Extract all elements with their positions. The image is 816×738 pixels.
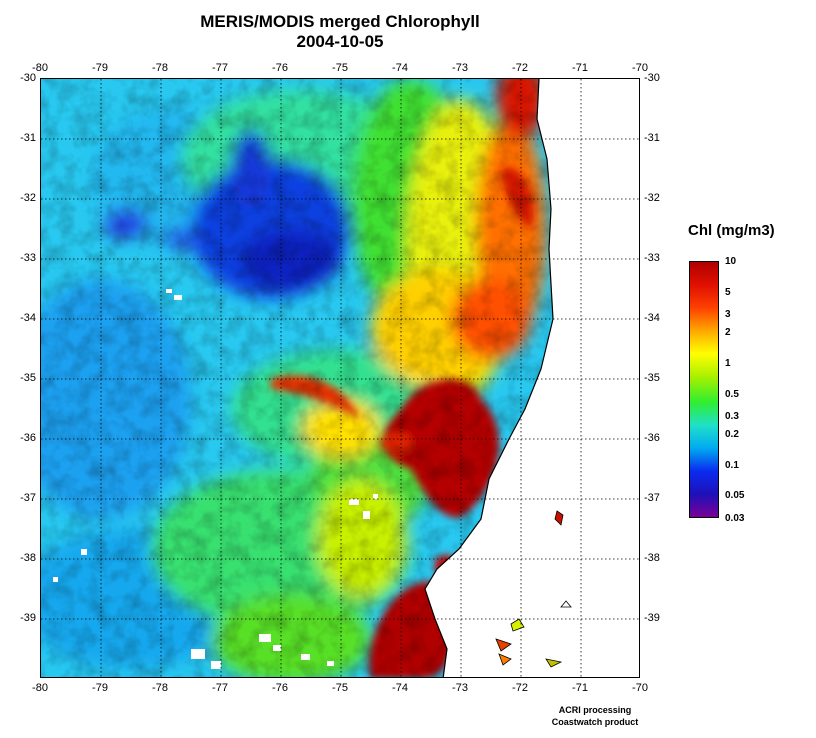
colorbar-label: 0.1 — [725, 459, 739, 471]
footer-processing: ACRI processing — [558, 705, 632, 715]
footer-product: Coastwatch product — [551, 717, 639, 727]
lat-tick-left: -30 — [20, 72, 36, 84]
lon-tick-bottom: -74 — [392, 682, 408, 694]
lon-tick-bottom: -77 — [212, 682, 228, 694]
colorbar-label: 3 — [725, 309, 731, 321]
lat-tick-left: -33 — [20, 252, 36, 264]
lon-tick-top: -77 — [212, 62, 228, 74]
lon-tick-top: -80 — [32, 62, 48, 74]
lon-tick-bottom: -75 — [332, 682, 348, 694]
lat-tick-left: -31 — [20, 132, 36, 144]
lat-tick-right: -31 — [644, 132, 660, 144]
legend-title: Chl (mg/m3) — [688, 222, 775, 239]
colorbar-label: 0.03 — [725, 513, 745, 524]
lon-tick-top: -73 — [452, 62, 468, 74]
lon-tick-top: -74 — [392, 62, 408, 74]
chlorophyll-field — [41, 79, 639, 677]
lat-tick-left: -39 — [20, 612, 36, 624]
lon-tick-top: -72 — [512, 62, 528, 74]
lon-tick-bottom: -72 — [512, 682, 528, 694]
lon-tick-top: -79 — [92, 62, 108, 74]
chlorophyll-map — [40, 78, 640, 678]
colorbar-label: 0.5 — [725, 388, 739, 400]
graticule — [41, 79, 639, 677]
lon-tick-top: -76 — [272, 62, 288, 74]
colorbar-label: 2 — [725, 327, 731, 339]
lat-tick-right: -33 — [644, 252, 660, 264]
colorbar-label: 5 — [725, 286, 731, 298]
lon-tick-bottom: -78 — [152, 682, 168, 694]
lat-tick-right: -37 — [644, 492, 660, 504]
islands — [495, 510, 572, 668]
lat-tick-left: -37 — [20, 492, 36, 504]
lat-tick-right: -34 — [644, 312, 660, 324]
colorbar-label: 1 — [725, 357, 731, 369]
lat-tick-right: -38 — [644, 552, 660, 564]
lat-tick-right: -35 — [644, 372, 660, 384]
lon-tick-bottom: -71 — [572, 682, 588, 694]
lon-tick-top: -71 — [572, 62, 588, 74]
lat-tick-right: -36 — [644, 432, 660, 444]
colorbar-label: 10 — [725, 256, 737, 267]
colorbar — [689, 261, 719, 518]
lon-tick-bottom: -76 — [272, 682, 288, 694]
lat-tick-left: -34 — [20, 312, 36, 324]
lat-tick-right: -30 — [644, 72, 660, 84]
lon-tick-bottom: -79 — [92, 682, 108, 694]
lon-tick-top: -70 — [632, 62, 648, 74]
colorbar-label: 0.3 — [725, 411, 739, 423]
lat-tick-left: -35 — [20, 372, 36, 384]
lat-tick-left: -36 — [20, 432, 36, 444]
map-title: MERIS/MODIS merged Chlorophyll — [200, 12, 480, 31]
lat-tick-left: -32 — [20, 192, 36, 204]
lon-tick-top: -75 — [332, 62, 348, 74]
lon-tick-bottom: -73 — [452, 682, 468, 694]
lat-tick-right: -32 — [644, 192, 660, 204]
lon-tick-top: -78 — [152, 62, 168, 74]
lon-tick-bottom: -80 — [32, 682, 48, 694]
lon-tick-bottom: -70 — [632, 682, 648, 694]
lat-tick-left: -38 — [20, 552, 36, 564]
colorbar-label: 0.05 — [725, 490, 745, 502]
lat-tick-right: -39 — [644, 612, 660, 624]
map-date: 2004-10-05 — [296, 32, 384, 51]
colorbar-label: 0.2 — [725, 429, 739, 441]
